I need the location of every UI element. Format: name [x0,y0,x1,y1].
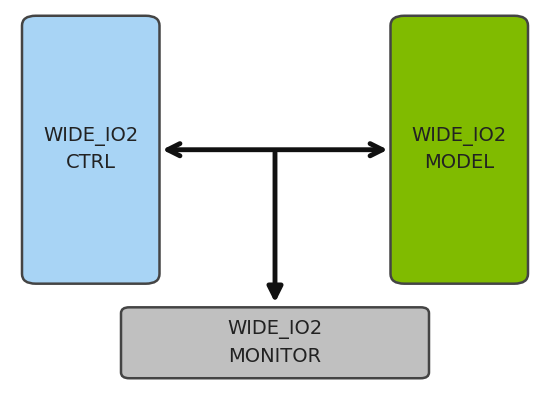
FancyBboxPatch shape [22,16,159,284]
Text: WIDE_IO2
MONITOR: WIDE_IO2 MONITOR [227,320,323,366]
FancyBboxPatch shape [390,16,528,284]
Text: WIDE_IO2
CTRL: WIDE_IO2 CTRL [43,127,139,173]
Text: WIDE_IO2
MODEL: WIDE_IO2 MODEL [411,127,507,173]
FancyBboxPatch shape [121,307,429,378]
